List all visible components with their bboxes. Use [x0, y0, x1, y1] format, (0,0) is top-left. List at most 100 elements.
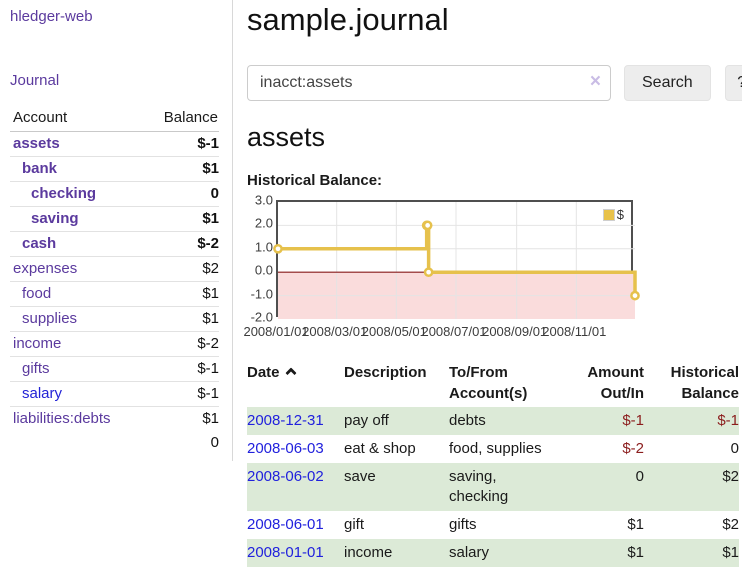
header-balance: Historical Balance [670, 364, 739, 402]
x-axis-tick-label: 2008/09/01 [482, 324, 548, 339]
accounts-total-row: 0 [10, 431, 219, 455]
transaction-balance: $-1 [717, 412, 739, 429]
sidebar-account-link[interactable]: food [22, 285, 52, 302]
sort-ascending-icon [284, 367, 297, 379]
header-amount: Amount Out/In [587, 364, 644, 402]
account-balance: $-2 [142, 331, 219, 357]
sidebar: hledger-web Journal Account Balance asse… [0, 0, 233, 461]
account-row: liabilities:debts $1 [10, 406, 219, 431]
y-axis-tick-label: 0.0 [254, 262, 273, 278]
account-balance: $1 [142, 206, 219, 232]
page-title: sample.journal [247, 2, 449, 37]
chart-label: Historical Balance: [247, 172, 383, 189]
transaction-description: pay off [344, 412, 389, 429]
transaction-row[interactable]: 2008-06-01 gift gifts $1 $2 [247, 511, 739, 539]
transaction-accounts: saving, checking [449, 468, 509, 505]
account-balance: $1 [142, 406, 219, 431]
legend-label: $ [616, 207, 624, 222]
transaction-balance: 0 [730, 440, 739, 457]
legend-swatch-icon [602, 208, 615, 221]
sidebar-account-link[interactable]: salary [22, 385, 63, 402]
search-input[interactable] [247, 65, 611, 101]
transaction-date-link[interactable]: 2008-06-02 [247, 468, 324, 485]
transaction-row[interactable]: 2008-06-02 save saving, checking 0 $2 [247, 463, 739, 511]
sidebar-account-link[interactable]: assets [13, 135, 60, 152]
transaction-row[interactable]: 2008-06-03 eat & shop food, supplies $-2 0 [247, 435, 739, 463]
transaction-amount: $1 [627, 516, 644, 533]
account-balance: $-1 [142, 356, 219, 382]
y-axis-tick-label: 3.0 [254, 192, 273, 208]
account-row: checking 0 [10, 181, 219, 207]
sidebar-account-link[interactable]: cash [22, 235, 57, 252]
transaction-date-link[interactable]: 2008-12-31 [247, 412, 324, 429]
accounts-total-value: 0 [210, 434, 219, 451]
transaction-amount: $1 [627, 544, 644, 561]
transaction-accounts: salary [449, 544, 490, 561]
transaction-date: 2008-06-02 [247, 463, 344, 511]
chart-canvas [273, 202, 640, 319]
account-row: income $-2 [10, 331, 219, 357]
account-row: cash $-2 [10, 231, 219, 257]
historical-balance-chart: $ 3.0 2.0 1.0 0.0 -1.0 -2.0 2008/01/01 2008/03/… [243, 193, 667, 340]
account-row: salary $-1 [10, 381, 219, 407]
account-row: assets $-1 [10, 132, 219, 157]
header-description: Description [344, 364, 427, 381]
account-row: gifts $-1 [10, 356, 219, 382]
account-row: bank $1 [10, 156, 219, 182]
x-axis-tick-label: 2008/01/01 [243, 324, 309, 339]
transaction-date: 2008-01-01 [247, 539, 344, 567]
y-axis-tick-label: -2.0 [250, 309, 273, 325]
account-column-header: Account [10, 106, 143, 132]
account-balance: $-2 [142, 231, 219, 257]
sidebar-account-link[interactable]: liabilities:debts [13, 410, 111, 427]
transaction-date: 2008-06-01 [247, 511, 344, 539]
transaction-accounts: gifts [449, 516, 477, 533]
sidebar-accounts-body: assets $-1 bank $1 checking 0 saving $1 cash $-2 e… [10, 132, 219, 431]
transaction-description: income [344, 544, 393, 561]
sidebar-account-link[interactable]: bank [22, 160, 58, 177]
account-balance: $1 [142, 156, 219, 182]
transaction-balance: $2 [722, 516, 739, 533]
transaction-date-link[interactable]: 2008-06-03 [247, 440, 324, 457]
sidebar-account-link[interactable]: gifts [22, 360, 50, 377]
x-axis-tick-label: 2008/03/01 [302, 324, 368, 339]
account-row: supplies $1 [10, 306, 219, 332]
main-content: sample.journal × Search ? assets Histori… [233, 0, 742, 567]
transaction-accounts: debts [449, 412, 486, 429]
sidebar-account-link[interactable]: income [13, 335, 62, 352]
x-axis-tick-label: 2008/11/01 [542, 324, 607, 339]
transaction-row[interactable]: 2008-01-01 income salary $1 $1 [247, 539, 739, 567]
sidebar-account-link[interactable]: saving [31, 210, 79, 227]
transaction-amount: 0 [635, 468, 644, 485]
transaction-row[interactable]: 2008-12-31 pay off debts $-1 $-1 [247, 407, 739, 435]
chart-legend: $ [600, 206, 626, 223]
sidebar-account-link[interactable]: supplies [22, 310, 78, 327]
transaction-amount: $-2 [622, 440, 644, 457]
account-row: expenses $2 [10, 256, 219, 282]
chart-plot-area: $ [273, 200, 640, 319]
account-balance: $1 [142, 306, 219, 332]
search-form: × Search ? [247, 65, 742, 101]
transaction-description: gift [344, 516, 365, 533]
search-button[interactable]: Search [624, 65, 711, 101]
brand-link[interactable]: hledger-web [10, 8, 93, 25]
account-balance: 0 [142, 181, 219, 207]
transaction-accounts: food, supplies [449, 440, 542, 457]
transaction-date-link[interactable]: 2008-06-01 [247, 516, 324, 533]
x-axis-tick-label: 2008/05/01 [361, 324, 427, 339]
help-button[interactable]: ? [724, 65, 742, 101]
transaction-date-link[interactable]: 2008-01-01 [247, 544, 324, 561]
account-balance: $-1 [142, 381, 219, 407]
y-axis-tick-label: 2.0 [254, 215, 273, 231]
header-date[interactable]: Date [247, 359, 344, 407]
balance-column-header: Balance [142, 106, 219, 132]
transaction-balance: $1 [722, 544, 739, 561]
register-body: 2008-12-31 pay off debts $-1 $-1 2008-06-03 ea… [247, 407, 739, 567]
x-axis-tick-label: 2008/07/01 [421, 324, 487, 339]
sidebar-account-link[interactable]: expenses [13, 260, 78, 277]
sidebar-account-link[interactable]: checking [31, 185, 97, 202]
clear-search-icon[interactable]: × [589, 71, 601, 92]
transaction-description: save [344, 468, 376, 485]
sidebar-item-journal[interactable]: Journal [10, 72, 60, 89]
y-axis-tick-label: 1.0 [254, 239, 273, 255]
